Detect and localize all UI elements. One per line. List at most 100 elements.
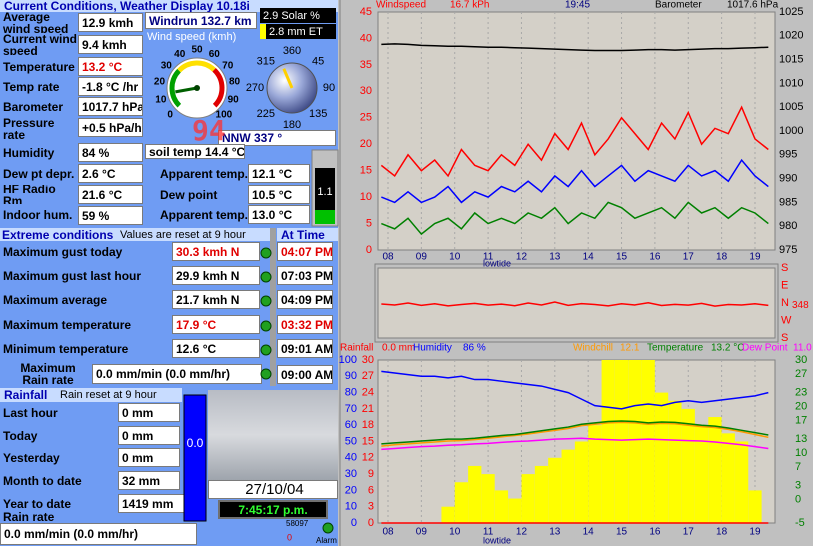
area-bar xyxy=(548,457,562,523)
x-axis-label: lowtide xyxy=(483,535,511,545)
row-value: 13.0 °C xyxy=(248,205,310,224)
y2-tick-label: 1020 xyxy=(779,30,803,42)
y3-tick-label: 0 xyxy=(368,517,374,529)
x-tick-label: 08 xyxy=(382,527,394,538)
y-tick-label: 60 xyxy=(345,419,357,431)
legend-reading: 16.7 kPh xyxy=(450,0,489,11)
y2-tick-label: 1000 xyxy=(779,125,803,137)
caption: Wind speed (kmh) xyxy=(147,31,237,43)
row-value: +0.5 hPa/hr xyxy=(78,118,143,137)
area-bar xyxy=(614,360,629,523)
row-value: 0 mm xyxy=(118,403,180,422)
y-tick-label: 10 xyxy=(360,191,372,203)
y3-tick-label: 18 xyxy=(362,419,374,431)
gauge-band xyxy=(169,68,182,108)
x-tick-label: 14 xyxy=(583,527,595,538)
area-bar xyxy=(534,465,549,523)
series-line xyxy=(381,437,769,451)
row-value: 30.3 kmh N xyxy=(172,242,260,261)
row-label: Apparent temp. xyxy=(160,207,248,222)
y2-tick-label: 1015 xyxy=(779,54,803,66)
x-tick-label: 10 xyxy=(449,527,461,538)
series-line xyxy=(381,301,769,307)
y2-tick-label: 985 xyxy=(779,196,797,208)
x-tick-label: 13 xyxy=(549,527,561,538)
area-bar xyxy=(735,441,749,523)
area-bar xyxy=(641,360,655,523)
y-tick-label: 45 xyxy=(360,6,372,18)
y2-tick-label: 990 xyxy=(779,173,797,185)
y2-tick-label: 0 xyxy=(795,494,801,506)
y3-tick-label: 12 xyxy=(362,452,374,464)
alarm-label: Alarm xyxy=(316,536,337,545)
row-value: 2.6 °C xyxy=(78,164,143,183)
section-title: Rainfall xyxy=(4,388,48,402)
y-tick-label: N xyxy=(781,297,789,309)
y-tick-label: 25 xyxy=(360,112,372,124)
y-tick-label: 50 xyxy=(345,435,357,447)
x-tick-label: 12 xyxy=(516,252,528,263)
row-value: 10.5 °C xyxy=(248,185,310,204)
x-tick-label: 18 xyxy=(716,252,728,263)
alarm-led xyxy=(322,522,334,534)
x-tick-label: 11 xyxy=(483,527,494,538)
x-tick-label: 19 xyxy=(749,527,761,538)
plot-area xyxy=(377,11,776,251)
x-tick-label: 15 xyxy=(616,527,628,538)
legend-name: Temperature xyxy=(647,343,704,354)
y-tick-label: 70 xyxy=(345,403,357,415)
section-title: Extreme conditions xyxy=(2,228,114,241)
row-value: 12.6 °C xyxy=(172,339,260,358)
y2-tick-label: 7 xyxy=(795,461,801,473)
plot-area xyxy=(377,267,776,339)
series-line xyxy=(381,420,769,445)
area-bar xyxy=(694,425,709,523)
row-time: 04:07 PM xyxy=(277,242,333,261)
row-label: Minimum temperature xyxy=(3,341,129,356)
row-label: Temperature xyxy=(3,59,75,74)
compass-tick-label: 225 xyxy=(257,108,275,120)
y-tick-label: 30 xyxy=(345,468,357,480)
sky-image xyxy=(208,390,338,480)
row-value: 1419 mm xyxy=(118,494,196,513)
x-axis-label: lowtide xyxy=(483,258,511,268)
y2-tick-label: 20 xyxy=(795,400,807,412)
x-tick-label: 19 xyxy=(749,252,761,263)
row-label: Today xyxy=(3,428,38,443)
windrun: Windrun 132.7 km xyxy=(145,12,257,29)
row-label: Maximum Rain rate xyxy=(20,363,76,385)
row-label: HF Radio Rm xyxy=(3,185,56,204)
legend-reading: 1017.6 hPa xyxy=(727,0,779,11)
compass-tick-label: 135 xyxy=(309,108,327,120)
series-line xyxy=(381,158,769,204)
y3-tick-label: 21 xyxy=(362,403,374,415)
y2-tick-label: 27 xyxy=(795,368,807,380)
gauge-tick-label: 60 xyxy=(209,49,221,60)
section-bar xyxy=(0,388,182,402)
row-time: 09:01 AM xyxy=(277,339,333,358)
time-header: At Time xyxy=(277,228,338,241)
legend-name: Dew Point xyxy=(742,343,788,354)
y-tick-label: 40 xyxy=(360,32,372,44)
x-tick-label: 17 xyxy=(683,527,695,538)
legend-name: Windspeed xyxy=(376,0,426,11)
compass-tick-label: 45 xyxy=(312,56,324,68)
y-tick-label: 5 xyxy=(366,217,372,229)
y2-tick-label: 13 xyxy=(795,433,807,445)
legend-name: Rainfall xyxy=(340,343,373,354)
row-time: 03:32 PM xyxy=(277,315,333,334)
digital-display: 94 xyxy=(192,116,226,146)
solar: 2.9 Solar % xyxy=(260,8,336,23)
x-tick-label: 09 xyxy=(416,527,428,538)
y3-tick-label: 30 xyxy=(362,354,374,366)
area-bar xyxy=(748,490,762,523)
row-value: 1017.7 hPa xyxy=(78,97,143,116)
separator xyxy=(270,228,276,386)
soil-temp: soil temp 14.4 °C xyxy=(145,144,245,159)
series-line xyxy=(381,370,769,410)
row-value: 13.2 °C xyxy=(78,57,143,76)
area-bar xyxy=(668,400,682,523)
area-bar xyxy=(654,392,669,523)
legend-reading: 86 % xyxy=(463,343,486,354)
